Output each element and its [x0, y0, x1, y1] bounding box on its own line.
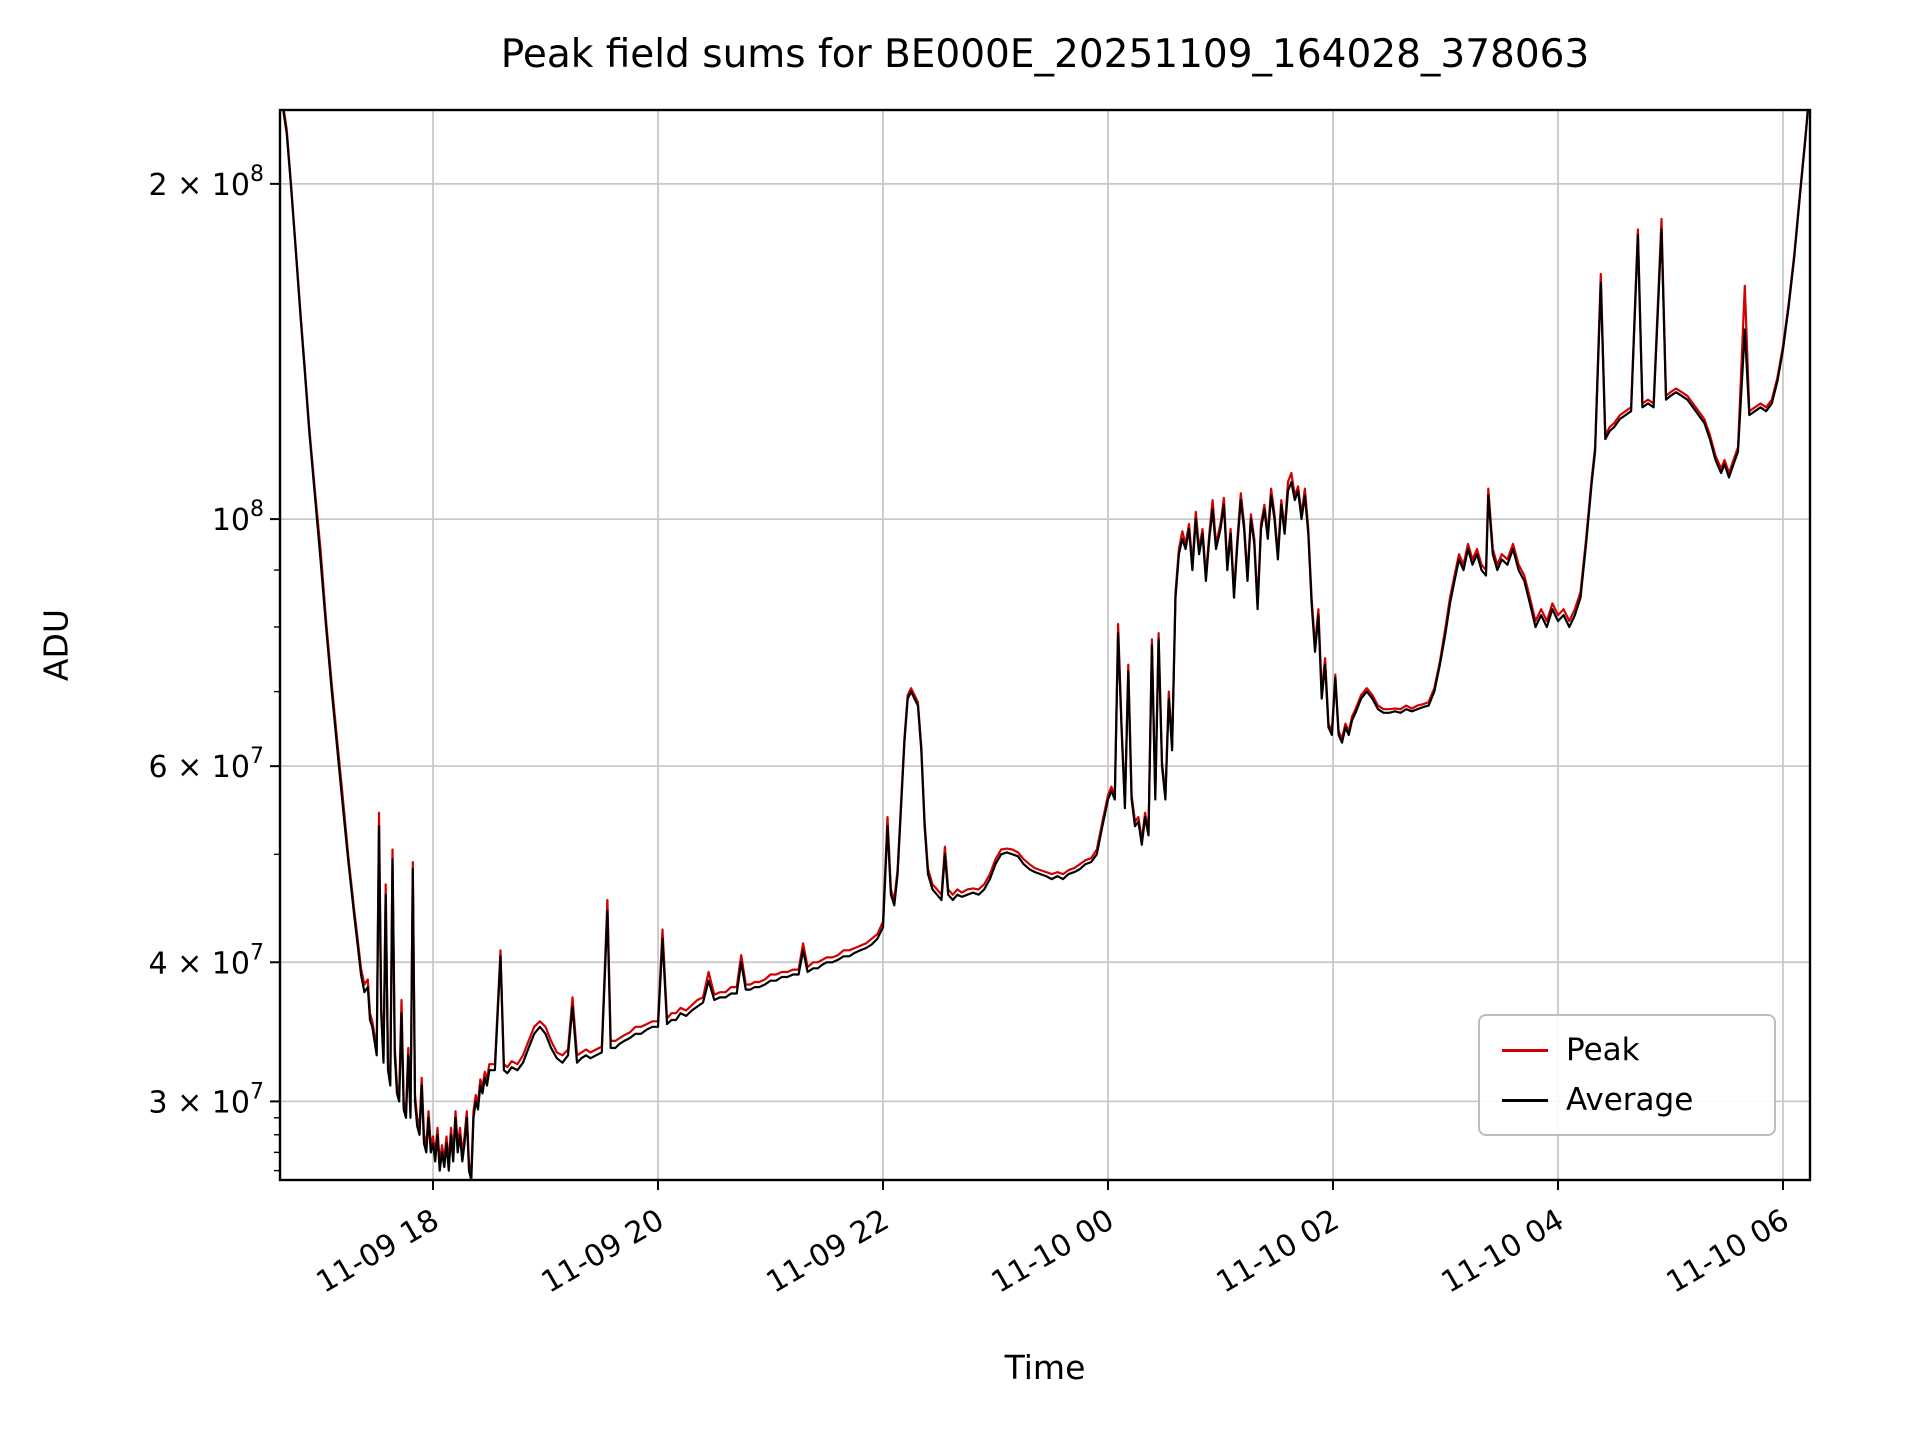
- legend-label-peak: Peak: [1566, 1032, 1640, 1068]
- svg-text:11-09 18: 11-09 18: [311, 1203, 445, 1301]
- svg-text:11-10 06: 11-10 06: [1661, 1203, 1795, 1301]
- legend: Peak Average: [1478, 1014, 1776, 1136]
- svg-text:3 × 107: 3 × 107: [149, 1079, 264, 1120]
- peak-line-swatch-icon: [1502, 1048, 1548, 1052]
- svg-text:2 × 108: 2 × 108: [149, 162, 264, 203]
- svg-text:11-09 20: 11-09 20: [536, 1203, 670, 1301]
- y-axis-label: ADU: [36, 608, 76, 682]
- svg-text:6 × 107: 6 × 107: [149, 744, 264, 785]
- svg-text:11-09 22: 11-09 22: [761, 1203, 895, 1301]
- svg-text:11-10 00: 11-10 00: [986, 1203, 1120, 1301]
- legend-entry-average: Average: [1502, 1082, 1752, 1118]
- svg-text:11-10 02: 11-10 02: [1211, 1203, 1345, 1301]
- svg-text:11-10 04: 11-10 04: [1436, 1203, 1570, 1301]
- svg-text:4 × 107: 4 × 107: [149, 940, 264, 981]
- x-axis-label: Time: [1004, 1348, 1086, 1387]
- legend-label-average: Average: [1566, 1082, 1694, 1118]
- chart-title: Peak field sums for BE000E_20251109_1640…: [500, 32, 1590, 77]
- legend-entry-peak: Peak: [1502, 1032, 1752, 1068]
- svg-text:108: 108: [212, 497, 264, 538]
- average-line-swatch-icon: [1502, 1098, 1548, 1102]
